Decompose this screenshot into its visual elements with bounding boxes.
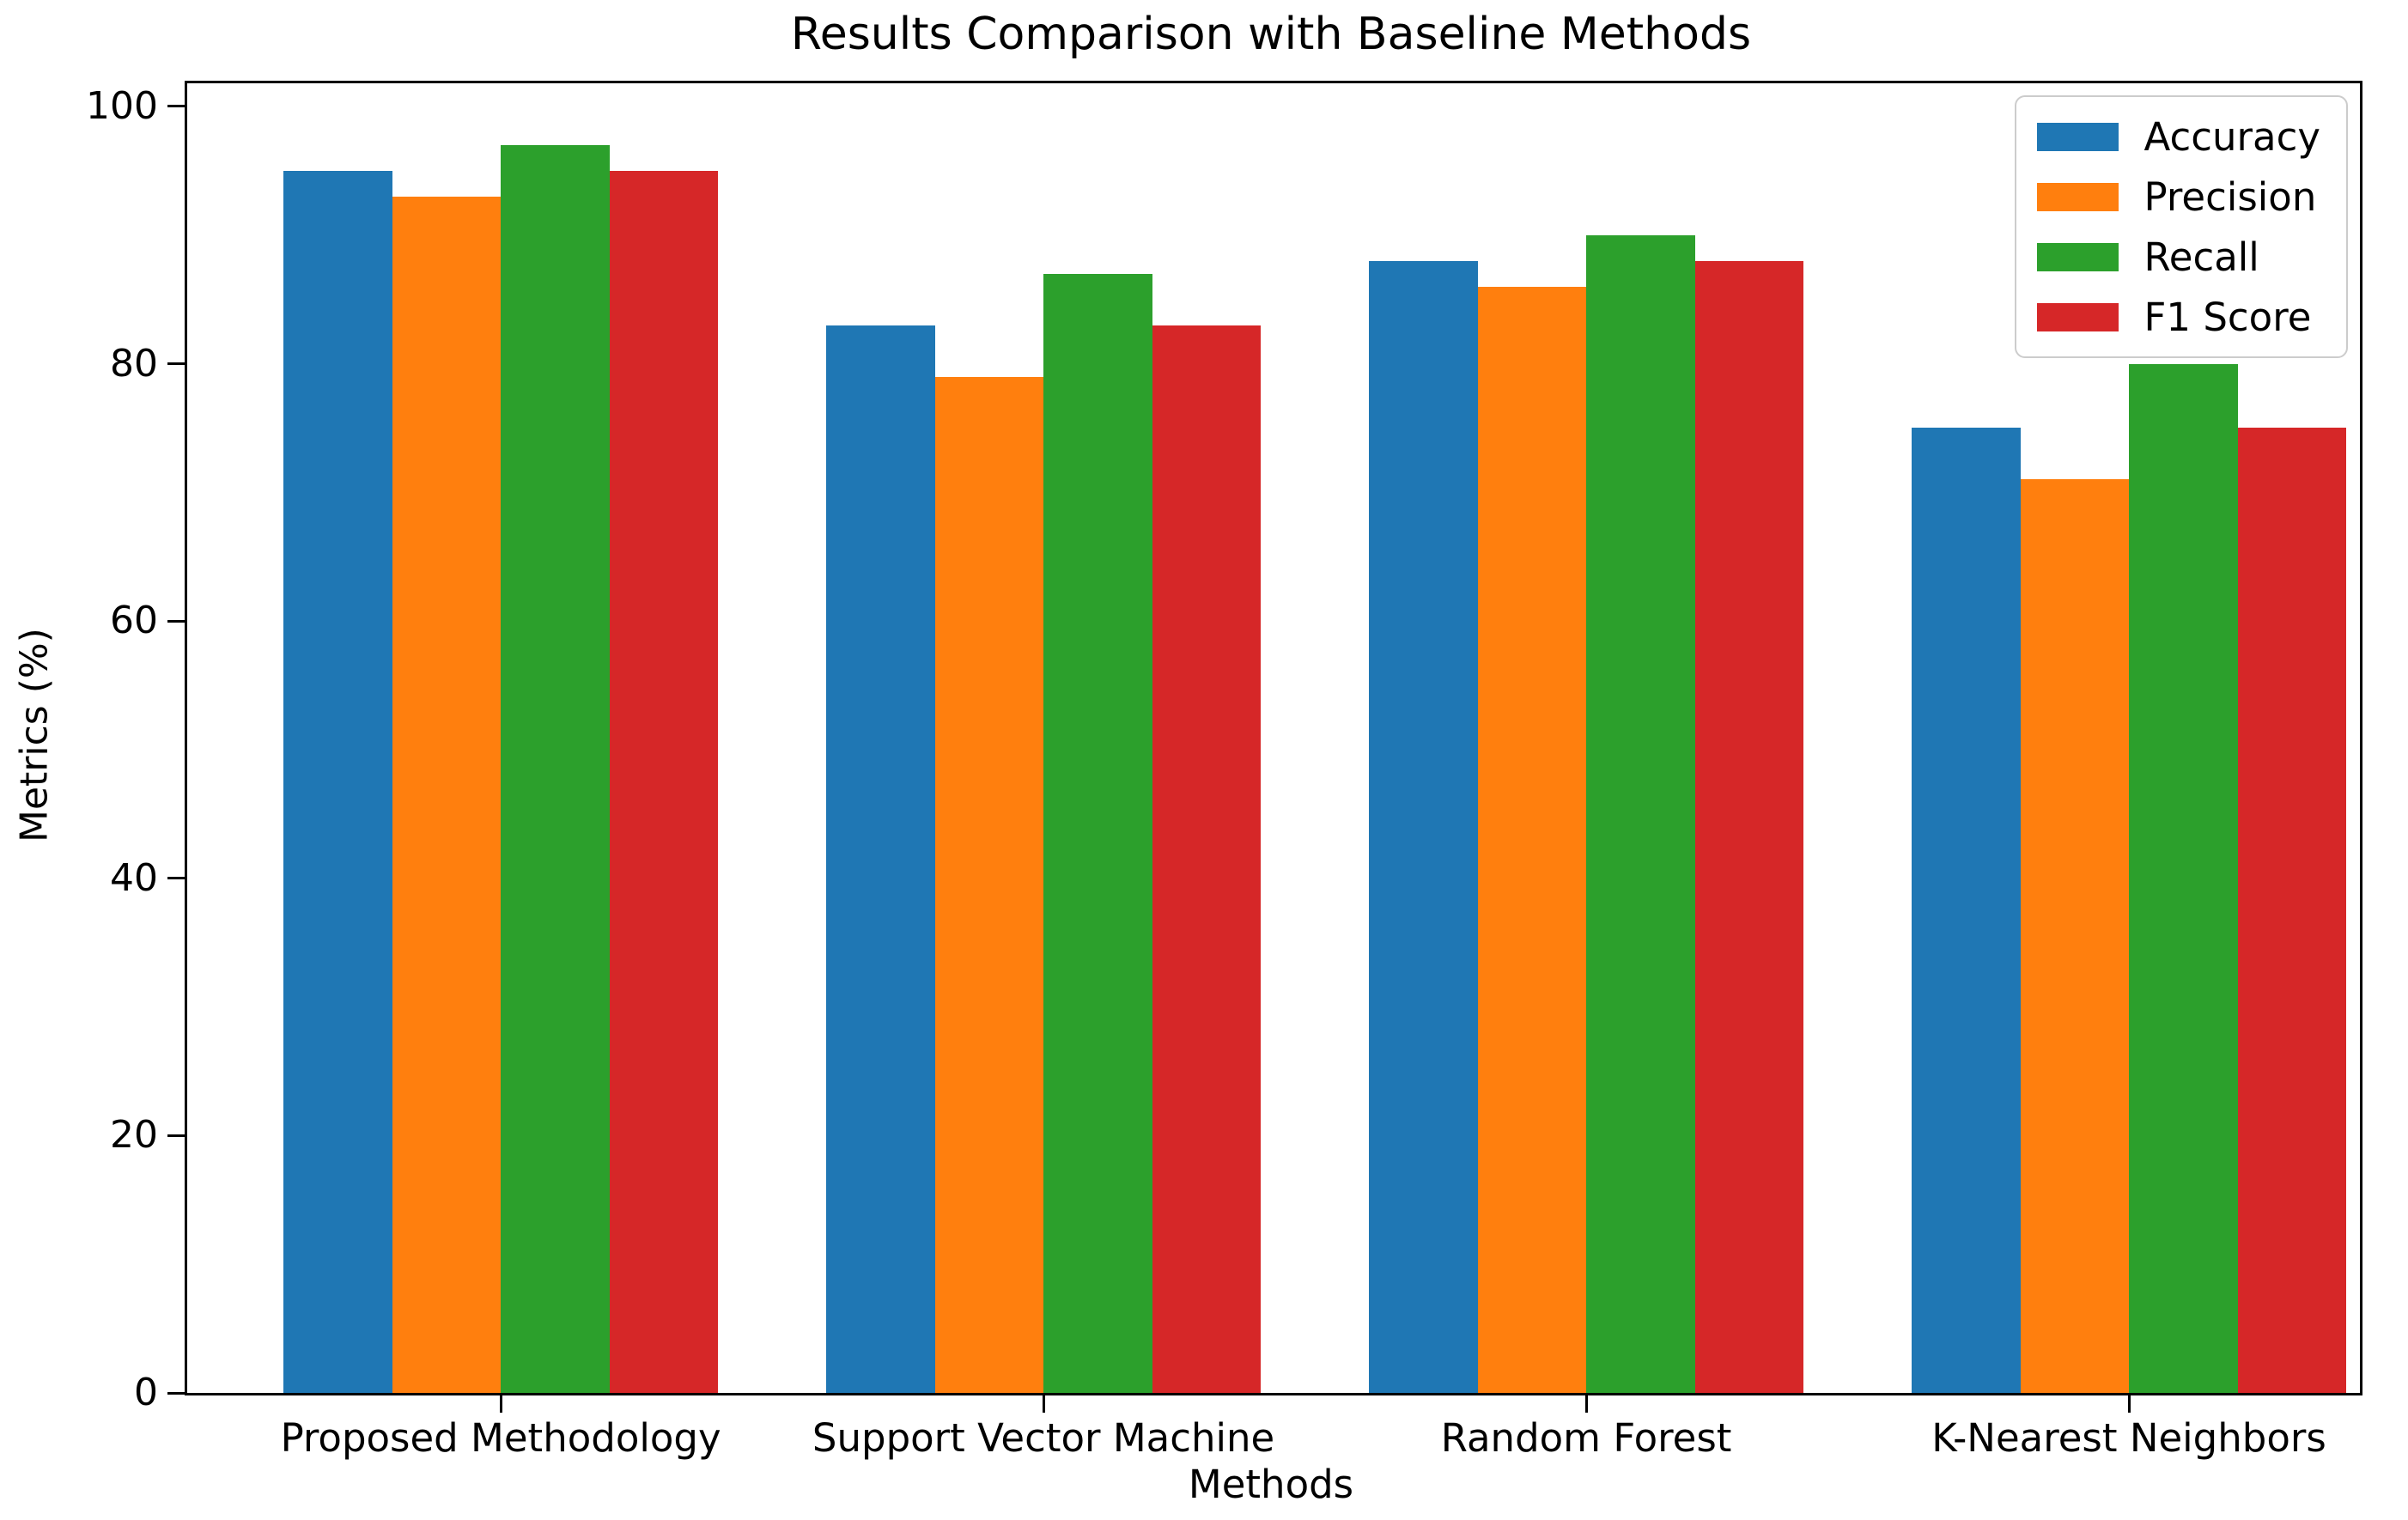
legend-label-precision: Precision xyxy=(2143,173,2317,220)
y-tick-label-100: 100 xyxy=(86,83,158,128)
legend-swatch-recall xyxy=(2036,242,2119,271)
bar-f1-score-proposed-methodology xyxy=(609,170,719,1393)
y-tick-mark-100 xyxy=(167,105,185,108)
y-tick-label-60: 60 xyxy=(110,599,158,643)
x-tick-label-proposed-methodology: Proposed Methodology xyxy=(280,1415,721,1461)
bar-accuracy-proposed-methodology xyxy=(283,170,392,1393)
axes: 0 20 40 60 80 100 Proposed Methodology Support … xyxy=(86,81,2362,1457)
x-tick-label-random-forest: Random Forest xyxy=(1440,1415,1732,1461)
x-tick-label-support-vector-machine: Support Vector Machine xyxy=(812,1415,1275,1461)
y-tick-mark-0 xyxy=(167,1391,185,1395)
x-tick-mark-proposed-methodology xyxy=(499,1395,502,1413)
y-tick-label-20: 20 xyxy=(110,1113,158,1158)
y-tick-label-40: 40 xyxy=(110,855,158,900)
legend-swatch-accuracy xyxy=(2036,122,2119,151)
bar-recall-support-vector-machine xyxy=(1043,273,1152,1393)
y-axis-label: Metrics (%) xyxy=(12,628,57,843)
bar-recall-proposed-methodology xyxy=(501,144,610,1393)
chart-title: Results Comparison with Baseline Methods xyxy=(790,9,1752,60)
bar-accuracy-support-vector-machine xyxy=(826,325,935,1393)
legend-row-precision: Precision xyxy=(2036,173,2320,220)
bar-recall-k-nearest-neighbors xyxy=(2129,363,2238,1393)
bar-precision-proposed-methodology xyxy=(392,196,502,1393)
legend-row-recall: Recall xyxy=(2036,234,2320,280)
bar-accuracy-k-nearest-neighbors xyxy=(1912,428,2021,1393)
bar-precision-k-nearest-neighbors xyxy=(2020,479,2130,1393)
y-tick-mark-20 xyxy=(167,1134,185,1137)
bar-f1-score-k-nearest-neighbors xyxy=(2237,428,2347,1393)
x-axis-label: Methods xyxy=(1188,1462,1354,1507)
y-tick-label-80: 80 xyxy=(110,341,158,386)
legend: Accuracy Precision Recall F1 Score xyxy=(2014,95,2348,358)
bar-accuracy-random-forest xyxy=(1369,260,1478,1393)
y-tick-mark-80 xyxy=(167,362,185,366)
bar-precision-support-vector-machine xyxy=(934,376,1044,1393)
legend-swatch-f1-score xyxy=(2036,302,2119,331)
x-tick-label-k-nearest-neighbors: K-Nearest Neighbors xyxy=(1931,1415,2326,1461)
legend-label-f1-score: F1 Score xyxy=(2143,294,2312,340)
x-tick-mark-k-nearest-neighbors xyxy=(2127,1395,2131,1413)
x-tick-mark-support-vector-machine xyxy=(1042,1395,1045,1413)
bar-f1-score-random-forest xyxy=(1694,260,1804,1393)
y-tick-mark-60 xyxy=(167,619,185,623)
legend-row-accuracy: Accuracy xyxy=(2036,113,2320,160)
y-tick-mark-40 xyxy=(167,877,185,880)
bar-precision-random-forest xyxy=(1477,286,1587,1393)
y-tick-label-0: 0 xyxy=(134,1371,158,1414)
x-tick-mark-random-forest xyxy=(1584,1395,1588,1413)
legend-swatch-precision xyxy=(2036,182,2119,211)
legend-label-recall: Recall xyxy=(2143,234,2259,280)
bar-f1-score-support-vector-machine xyxy=(1152,325,1262,1393)
bar-recall-random-forest xyxy=(1586,234,1695,1393)
legend-row-f1-score: F1 Score xyxy=(2036,294,2320,340)
legend-label-accuracy: Accuracy xyxy=(2143,113,2320,160)
